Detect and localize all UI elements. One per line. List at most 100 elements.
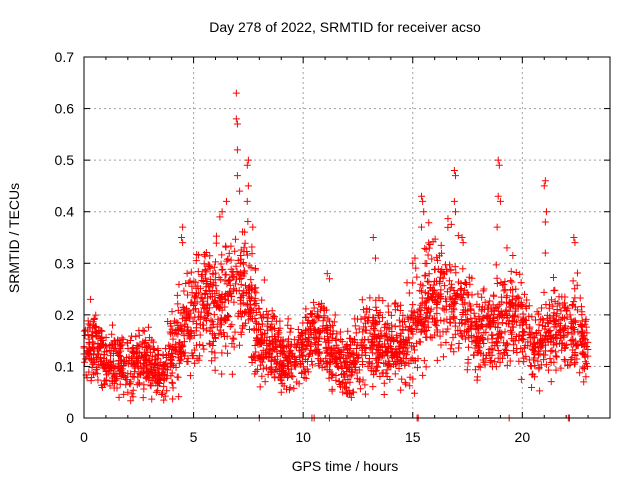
data-point — [109, 341, 117, 349]
data-point — [220, 332, 228, 340]
data-point — [309, 349, 317, 357]
data-point — [534, 348, 542, 356]
data-point — [117, 367, 125, 375]
data-point — [184, 313, 192, 321]
data-point — [263, 341, 271, 349]
data-point — [242, 319, 250, 327]
data-point — [125, 356, 133, 364]
data-point — [425, 219, 433, 227]
data-point — [464, 356, 472, 364]
data-point — [148, 369, 156, 377]
data-point — [540, 335, 548, 343]
data-point — [416, 319, 424, 327]
data-point — [481, 298, 489, 306]
data-point — [209, 330, 217, 338]
y-tick-label: 0 — [66, 410, 74, 426]
data-point — [100, 351, 108, 359]
data-point — [451, 172, 459, 180]
data-point — [433, 309, 441, 317]
data-point — [333, 330, 341, 338]
data-point — [452, 269, 460, 277]
data-point — [95, 361, 103, 369]
data-point — [391, 370, 399, 378]
data-point — [203, 309, 211, 317]
data-point — [548, 346, 556, 354]
data-point — [299, 352, 307, 360]
data-point — [396, 332, 404, 340]
data-point — [378, 314, 386, 322]
data-point — [216, 304, 224, 312]
data-point — [175, 393, 183, 401]
data-point — [180, 338, 188, 346]
data-point — [463, 315, 471, 323]
data-point — [127, 370, 135, 378]
data-point — [110, 379, 118, 387]
data-point — [256, 383, 264, 391]
data-point — [277, 364, 285, 372]
data-point — [159, 351, 167, 359]
data-point — [252, 334, 260, 342]
x-tick-label: 5 — [190, 429, 198, 445]
data-point — [468, 338, 476, 346]
data-point — [120, 390, 128, 398]
data-point — [240, 270, 248, 278]
data-point — [147, 365, 155, 373]
data-point — [179, 223, 187, 231]
data-point — [191, 359, 199, 367]
data-point — [200, 260, 208, 268]
data-point — [475, 342, 483, 350]
data-point — [358, 346, 366, 354]
data-point — [505, 317, 513, 325]
data-point — [344, 348, 352, 356]
data-point — [90, 321, 98, 329]
data-point — [405, 360, 413, 368]
x-axis-label: GPS time / hours — [292, 458, 399, 474]
data-point — [187, 328, 195, 336]
data-point — [152, 388, 160, 396]
data-point — [211, 258, 219, 266]
data-point — [205, 263, 213, 271]
data-point — [517, 302, 525, 310]
data-point — [154, 372, 162, 380]
data-point — [541, 322, 549, 330]
data-point — [447, 345, 455, 353]
data-point — [233, 120, 241, 128]
data-point — [430, 281, 438, 289]
data-point — [167, 322, 175, 330]
data-point — [287, 324, 295, 332]
data-point — [399, 311, 407, 319]
data-point — [284, 315, 292, 323]
data-point — [108, 321, 116, 329]
data-point — [315, 349, 323, 357]
data-point — [262, 350, 270, 358]
data-point — [294, 336, 302, 344]
data-point — [153, 377, 161, 385]
data-point — [446, 261, 454, 269]
data-point — [238, 324, 246, 332]
data-point — [542, 300, 550, 308]
data-point — [210, 311, 218, 319]
data-point — [405, 289, 413, 297]
data-point — [258, 372, 266, 380]
data-point — [244, 302, 252, 310]
data-point — [550, 273, 558, 281]
data-point — [281, 370, 289, 378]
data-point — [90, 340, 98, 348]
data-point — [373, 306, 381, 314]
data-point — [270, 357, 278, 365]
data-point — [465, 325, 473, 333]
x-tick-label: 20 — [515, 429, 531, 445]
data-point — [494, 156, 502, 164]
data-point — [331, 311, 339, 319]
data-point — [214, 303, 222, 311]
data-point — [180, 287, 188, 295]
data-point — [520, 358, 528, 366]
data-point — [391, 323, 399, 331]
data-point — [179, 315, 187, 323]
data-point — [311, 317, 319, 325]
data-point — [489, 331, 497, 339]
data-point — [329, 346, 337, 354]
data-point — [376, 372, 384, 380]
data-point — [285, 348, 293, 356]
